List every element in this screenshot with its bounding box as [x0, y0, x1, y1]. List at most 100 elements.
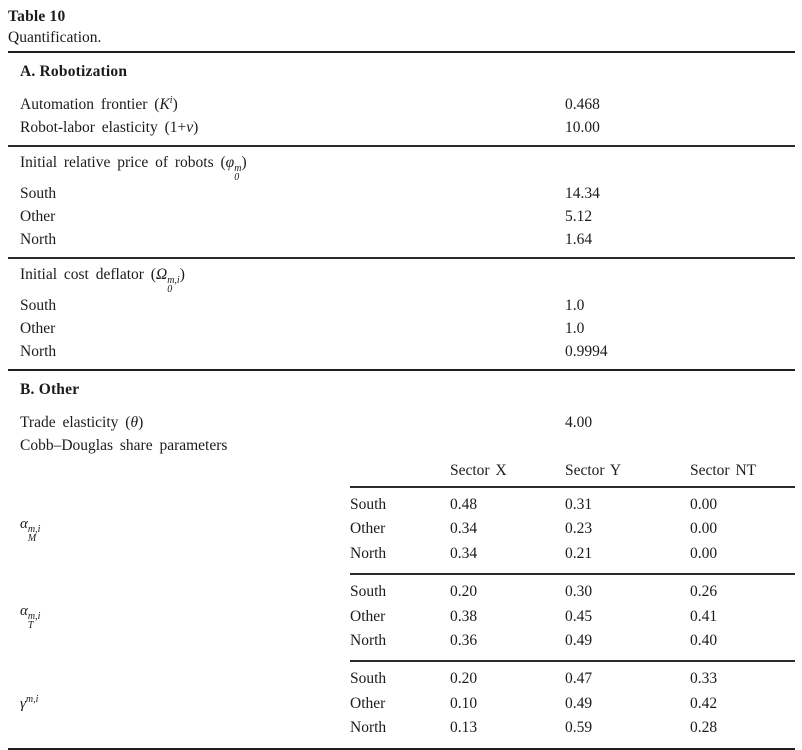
value-cell: 0.33: [690, 670, 718, 688]
stacked-sup-sub: m,i T: [27, 611, 41, 632]
row-label: Other: [20, 208, 56, 225]
column-header: Sector NT: [690, 462, 757, 479]
row-label: North: [20, 343, 57, 360]
region-label: South: [350, 496, 387, 513]
region-label: South: [350, 583, 387, 601]
parameter-symbol: γm,i: [20, 693, 39, 712]
column-header: Sector Y: [565, 462, 622, 479]
rule-subtable: [350, 486, 795, 488]
cobb-douglas-subtable: Sector X Sector Y Sector NT α m,i M South 0.48 0…: [20, 460, 795, 748]
value-cell: 0.00: [690, 520, 718, 538]
row-value: 14.34: [565, 185, 600, 202]
value-cell: 0.31: [565, 496, 593, 513]
region-label: North: [350, 719, 387, 737]
table-row: South 14.34: [8, 182, 795, 205]
table-row: North 0.9994: [8, 340, 795, 363]
row-value: 10.00: [565, 119, 600, 136]
parameter-symbol: α m,i M: [20, 516, 41, 545]
row-label: Automation frontier (Ki): [20, 94, 178, 113]
row-value: 1.0: [565, 297, 585, 314]
section-a: A. Robotization Automation frontier (Ki)…: [8, 62, 795, 369]
table-row: Cobb–Douglas share parameters: [8, 434, 795, 457]
row-value: 1.0: [565, 320, 585, 337]
value-cell: 0.59: [565, 719, 593, 737]
table-row: Other 5.12: [8, 205, 795, 228]
row-value: 1.64: [565, 231, 593, 248]
value-cell: 0.30: [565, 583, 593, 601]
stacked-sup-sub: m,i M: [27, 524, 41, 545]
table-row: Automation frontier (Ki) 0.468: [8, 93, 795, 116]
value-cell: 0.49: [565, 632, 593, 650]
row-label: South: [20, 185, 57, 202]
value-cell: 0.28: [690, 719, 718, 737]
region-label: Other: [350, 607, 386, 625]
value-cell: 0.41: [690, 607, 718, 625]
value-cell: 0.23: [565, 520, 593, 538]
value-cell: 0.36: [450, 632, 478, 650]
value-cell: 0.34: [450, 544, 478, 562]
row-group: Automation frontier (Ki) 0.468 Robot-labor…: [8, 93, 795, 145]
value-cell: 0.38: [450, 607, 478, 625]
table-row: South 1.0: [8, 294, 795, 317]
rule-section-divider: [8, 369, 795, 371]
row-label: Cobb–Douglas share parameters: [20, 437, 228, 454]
value-cell: 0.42: [690, 694, 718, 712]
section-a-heading: A. Robotization: [20, 63, 128, 80]
table-row: Initial cost deflator (Ω m,i 0): [8, 263, 795, 295]
region-label: Other: [350, 694, 386, 712]
value-cell: 0.49: [565, 694, 593, 712]
region-label: North: [350, 632, 387, 650]
row-label: Initial relative price of robots (φ m 0): [20, 154, 247, 183]
table-row: Robot-labor elasticity (1+ν) 10.00: [8, 116, 795, 139]
section-b: B. Other Trade elasticity (θ) 4.00 Cobb–Do…: [8, 380, 795, 748]
row-value: 0.468: [565, 96, 600, 113]
row-group: Initial relative price of robots (φ m 0) So…: [8, 147, 795, 257]
region-label: Other: [350, 520, 386, 538]
quantification-table: Table 10 Quantification. A. Robotization…: [8, 6, 795, 750]
value-cell: 0.34: [450, 520, 478, 538]
section-a-rows: Automation frontier (Ki) 0.468 Robot-labor…: [8, 93, 795, 369]
rule-bottom: [8, 747, 795, 750]
value-cell: 0.13: [450, 719, 478, 737]
stacked-sup-sub: m,i 0: [167, 275, 180, 295]
rule-group-divider: [8, 145, 795, 147]
value-cell: 0.40: [690, 632, 718, 650]
value-cell: 0.47: [565, 670, 593, 688]
value-cell: 0.45: [565, 607, 593, 625]
table-title: Table 10: [8, 8, 66, 25]
parameter-block: α m,i T South 0.20 0.30 0.26 Other 0.38 0.45 0.41 N…: [20, 575, 795, 660]
section-b-rows: Trade elasticity (θ) 4.00 Cobb–Douglas sha…: [8, 411, 795, 457]
value-cell: 0.00: [690, 496, 718, 513]
table-row: Other 1.0: [8, 317, 795, 340]
rule-subtable: [350, 660, 795, 663]
row-label: Trade elasticity (θ): [20, 414, 144, 431]
region-label: South: [350, 670, 387, 688]
value-cell: 0.26: [690, 583, 718, 601]
row-label: North: [20, 231, 57, 248]
parameter-symbol: α m,i T: [20, 603, 41, 632]
table-row: North 1.64: [8, 228, 795, 251]
region-label: North: [350, 544, 387, 562]
section-b-heading: B. Other: [20, 381, 80, 398]
row-value: 0.9994: [565, 343, 608, 360]
value-cell: 0.48: [450, 496, 478, 513]
row-label: South: [20, 297, 57, 314]
value-cell: 0.10: [450, 694, 478, 712]
row-value: 5.12: [565, 208, 593, 225]
rule-top: [8, 51, 795, 53]
rule-group-divider: [8, 257, 795, 259]
value-cell: 0.20: [450, 583, 478, 601]
value-cell: 0.00: [690, 544, 718, 562]
table-row: Trade elasticity (θ) 4.00: [8, 411, 795, 434]
column-header: Sector X: [450, 462, 507, 479]
row-label: Other: [20, 320, 56, 337]
row-label: Robot-labor elasticity (1+ν): [20, 119, 199, 136]
row-label: Initial cost deflator (Ω m,i 0): [20, 266, 185, 295]
rule-subtable: [350, 573, 795, 576]
table-caption: Quantification.: [8, 29, 102, 46]
table-row: Initial relative price of robots (φ m 0): [8, 151, 795, 183]
empty-cell: [20, 460, 350, 482]
subtable-header-row: Sector X Sector Y Sector NT: [20, 460, 795, 486]
row-value: 4.00: [565, 414, 593, 431]
